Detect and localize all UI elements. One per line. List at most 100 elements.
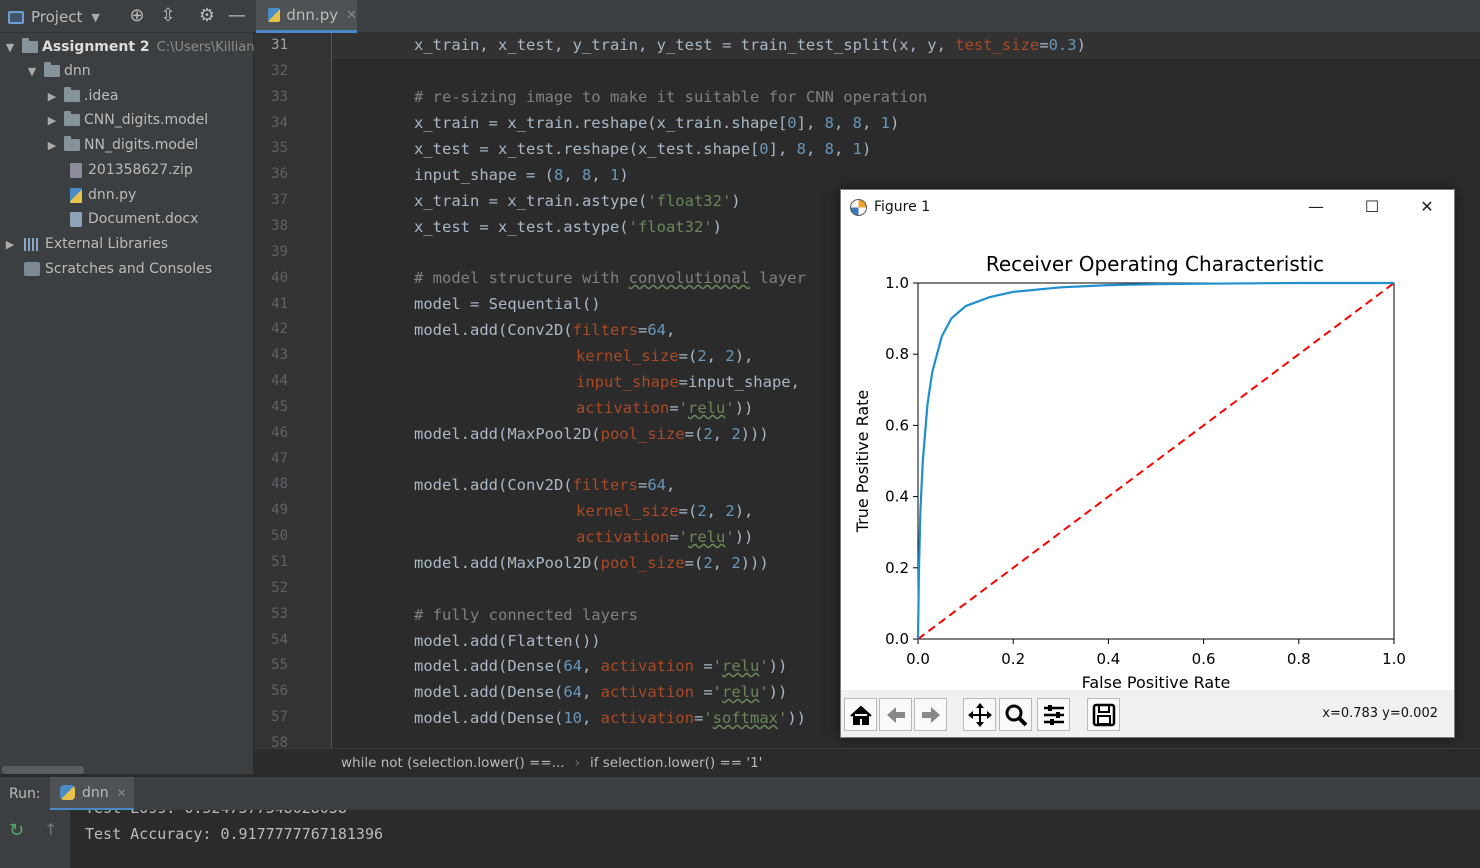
tree-item-zip[interactable]: 201358627.zip [62,158,193,182]
roc-chart: Receiver Operating Characteristic 0.0 0.2… [853,252,1406,690]
tree-item-label: dnn.py [88,187,137,203]
forward-button[interactable] [914,698,947,731]
tree-item-label: .idea [84,88,119,104]
line-number: 34 [271,114,288,131]
breadcrumb-item[interactable]: if selection.lower() == '1' [589,754,763,771]
current-line-highlight [332,33,1480,59]
tab-dnn-py[interactable]: dnn.py ✕ [256,0,357,33]
gear-icon[interactable]: ⚙ [198,5,216,26]
minimize-button[interactable]: — [1308,197,1324,216]
code-line-51[interactable]: model.add(MaxPool2D(pool_size=(2, 2))) [414,554,769,572]
tree-item-assignment2[interactable]: ▼ Assignment 2 C:\Users\Killian\D [4,35,269,59]
tree-item-document[interactable]: Document.docx [62,207,198,231]
code-line-48[interactable]: model.add(Conv2D(filters=64, [414,476,676,494]
project-view-dropdown[interactable]: Project ▼ [8,6,100,28]
matplotlib-icon [850,199,867,216]
code-line-54[interactable]: model.add(Flatten()) [414,632,601,650]
y-tick-label: 0.6 [885,416,909,434]
collapse-all-icon[interactable]: ⇳ [160,5,176,26]
project-label: Project [31,8,83,26]
code-line-40[interactable]: # model structure with convolutional lay… [414,269,806,287]
line-number: 35 [271,140,288,157]
close-icon[interactable]: ✕ [346,7,357,23]
expand-arrow-icon[interactable]: ▶ [5,237,15,251]
folder-icon [64,136,80,151]
pan-button[interactable] [963,698,996,731]
tree-item-cnn-model[interactable]: ▶ CNN_digits.model [46,108,208,132]
figure-title: Figure 1 [874,199,931,215]
code-line-46[interactable]: model.add(MaxPool2D(pool_size=(2, 2))) [414,425,769,443]
maximize-button[interactable]: ☐ [1364,197,1380,216]
run-label: Run: [9,786,41,802]
tree-item-label: Assignment 2 [42,39,150,55]
horizontal-scrollbar[interactable] [2,766,84,774]
line-number: 53 [271,605,288,622]
line-number: 56 [271,683,288,700]
code-line-34[interactable]: x_train = x_train.reshape(x_train.shape[… [414,114,900,132]
close-icon[interactable]: ✕ [116,785,127,800]
locate-icon[interactable]: ⊕ [129,5,145,26]
code-line-43[interactable]: kernel_size=(2, 2), [576,347,754,365]
code-line-41[interactable]: model = Sequential() [414,295,601,313]
figure-window[interactable]: Figure 1 — ☐ ✕ Receiver Operating Charac… [840,189,1455,738]
tree-item-scratches[interactable]: Scratches and Consoles [16,257,212,281]
expand-arrow-icon[interactable]: ▶ [47,138,57,152]
tree-item-label: External Libraries [45,236,168,252]
code-line-53[interactable]: # fully connected layers [414,606,638,624]
line-number: 45 [271,398,288,415]
y-tick-label: 0.4 [885,488,909,506]
back-button[interactable] [879,698,912,731]
line-number: 43 [271,347,288,364]
expand-arrow-icon[interactable]: ▼ [27,64,37,78]
line-number: 48 [271,476,288,493]
folder-icon [44,62,60,77]
run-console[interactable]: Test Loss: 0.3247377348028038 Test Accur… [70,810,1480,868]
figure-title-bar[interactable]: Figure 1 — ☐ ✕ [841,190,1454,224]
expand-arrow-icon[interactable]: ▶ [47,113,57,127]
line-number: 36 [271,166,288,183]
tree-item-path: C:\Users\Killian\D [156,39,269,55]
python-file-icon [70,187,82,203]
code-line-38[interactable]: x_test = x_test.astype('float32') [414,218,722,236]
line-number: 51 [271,554,288,570]
code-line-50[interactable]: activation='relu')) [576,528,754,546]
x-axis-label: False Positive Rate [1082,673,1231,690]
line-number: 46 [271,424,288,441]
line-number: 40 [271,269,288,286]
zoom-button[interactable] [999,698,1032,731]
run-tab-dnn[interactable]: dnn ✕ [50,777,134,811]
breadcrumb-item[interactable]: while not (selection.lower() ==... [341,754,565,771]
arrow-right-icon [921,706,940,723]
minimize-icon[interactable]: — [228,5,246,26]
line-number: 31 [271,37,288,53]
close-button[interactable]: ✕ [1420,197,1434,216]
code-line-31[interactable]: x_train, x_test, y_train, y_test = train… [414,36,1086,54]
tree-item-dnn[interactable]: ▼ dnn [26,59,91,83]
project-icon [8,10,24,24]
code-line-36[interactable]: input_shape = (8, 8, 1) [414,166,629,184]
code-line-56[interactable]: model.add(Dense(64, activation ='relu')) [414,683,788,701]
code-line-49[interactable]: kernel_size=(2, 2), [576,502,754,520]
save-button[interactable] [1087,698,1120,731]
tree-item-dnn-py[interactable]: dnn.py [62,183,136,207]
tree-item-nn-model[interactable]: ▶ NN_digits.model [46,133,198,157]
home-button[interactable] [844,698,877,731]
code-line-44[interactable]: input_shape=input_shape, [576,373,800,391]
up-arrow-icon[interactable]: ↑ [44,820,58,839]
line-number: 33 [271,88,288,105]
code-line-37[interactable]: x_train = x_train.astype('float32') [414,192,741,210]
tree-item-idea[interactable]: ▶ .idea [46,84,118,108]
tree-item-external-libraries[interactable]: ▶ External Libraries [4,232,168,256]
configure-subplots-button[interactable] [1037,698,1070,731]
document-icon [70,211,82,227]
code-line-55[interactable]: model.add(Dense(64, activation ='relu')) [414,657,788,675]
expand-arrow-icon[interactable]: ▼ [5,40,15,54]
code-line-57[interactable]: model.add(Dense(10, activation='softmax'… [414,709,807,727]
code-line-35[interactable]: x_test = x_test.reshape(x_test.shape[0],… [414,140,872,158]
x-tick-label: 0.8 [1287,650,1311,668]
code-line-33[interactable]: # re-sizing image to make it suitable fo… [414,88,928,106]
code-line-45[interactable]: activation='relu')) [576,399,754,417]
expand-arrow-icon[interactable]: ▶ [47,89,57,103]
rerun-icon[interactable]: ↻ [9,820,25,841]
code-line-42[interactable]: model.add(Conv2D(filters=64, [414,321,676,339]
